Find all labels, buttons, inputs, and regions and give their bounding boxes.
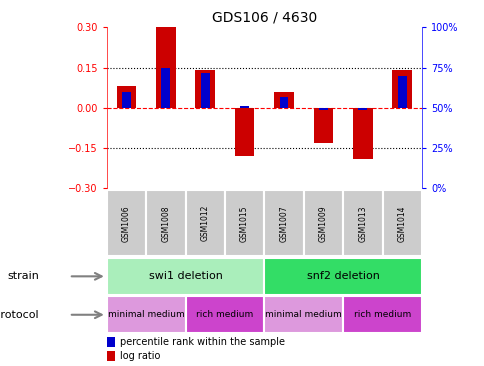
- Text: GSM1015: GSM1015: [240, 205, 249, 242]
- Bar: [358, 108, 366, 109]
- Bar: [318, 108, 327, 109]
- Text: rich medium: rich medium: [353, 310, 410, 319]
- Text: GSM1014: GSM1014: [397, 205, 406, 242]
- Text: GSM1013: GSM1013: [358, 205, 366, 242]
- Bar: [106, 296, 185, 333]
- Bar: [352, 108, 372, 159]
- Text: growth protocol: growth protocol: [0, 310, 39, 320]
- Bar: [116, 86, 136, 108]
- Text: log ratio: log ratio: [120, 351, 160, 361]
- Bar: [156, 27, 175, 108]
- Bar: [264, 258, 421, 295]
- Bar: [397, 76, 406, 108]
- Text: percentile rank within the sample: percentile rank within the sample: [120, 337, 285, 347]
- Text: GSM1007: GSM1007: [279, 205, 288, 242]
- Text: swi1 deletion: swi1 deletion: [148, 271, 222, 281]
- Text: rich medium: rich medium: [196, 310, 253, 319]
- Text: GSM1008: GSM1008: [161, 205, 170, 242]
- Bar: [106, 190, 146, 256]
- Bar: [264, 190, 303, 256]
- Text: GSM1012: GSM1012: [200, 205, 209, 242]
- Bar: [161, 68, 170, 108]
- Bar: [313, 108, 333, 143]
- Bar: [240, 107, 249, 108]
- Bar: [146, 190, 185, 256]
- Bar: [273, 92, 293, 108]
- Bar: [225, 190, 264, 256]
- Text: strain: strain: [7, 271, 39, 281]
- Text: snf2 deletion: snf2 deletion: [306, 271, 379, 281]
- Bar: [342, 296, 421, 333]
- Text: GSM1006: GSM1006: [121, 205, 131, 242]
- Bar: [185, 296, 264, 333]
- Bar: [195, 70, 214, 108]
- Bar: [382, 190, 421, 256]
- Bar: [106, 258, 264, 295]
- Title: GDS106 / 4630: GDS106 / 4630: [211, 11, 317, 25]
- Bar: [303, 190, 342, 256]
- Bar: [264, 296, 342, 333]
- Text: GSM1009: GSM1009: [318, 205, 327, 242]
- Text: minimal medium: minimal medium: [107, 310, 184, 319]
- Text: minimal medium: minimal medium: [265, 310, 341, 319]
- Bar: [392, 70, 411, 108]
- Bar: [279, 97, 288, 108]
- Bar: [342, 190, 382, 256]
- Bar: [234, 108, 254, 156]
- Bar: [121, 92, 131, 108]
- Bar: [185, 190, 225, 256]
- Bar: [200, 72, 209, 108]
